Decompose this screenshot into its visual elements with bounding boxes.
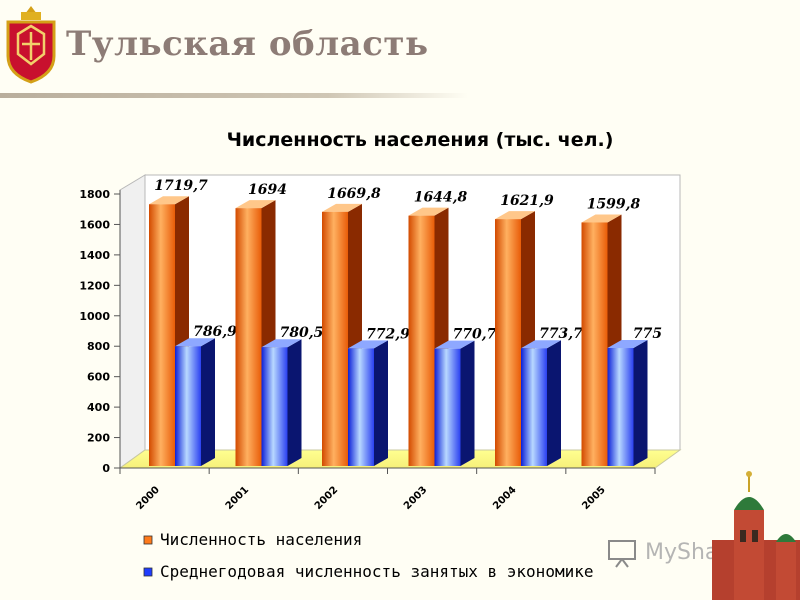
data-label-employed: 773,7 xyxy=(539,326,583,342)
tula-emblem-icon xyxy=(6,6,56,84)
chart-title: Численность населения (тыс. чел.) xyxy=(227,129,614,151)
data-label-employed: 775 xyxy=(633,326,662,342)
bar-employed-2004 xyxy=(521,340,561,466)
region-title: Тульская область xyxy=(66,24,429,64)
y-axis-ticks: 0 200 400 600 800 1000 1200 1400 1600 1800 xyxy=(79,188,120,475)
data-label-population: 1719,7 xyxy=(154,178,208,194)
data-label-population: 1599,8 xyxy=(587,196,641,212)
y-tick-label: 1200 xyxy=(79,279,110,292)
x-tick-label: 2005 xyxy=(580,484,607,511)
data-label-employed: 780,5 xyxy=(280,325,324,341)
y-tick-label: 600 xyxy=(87,371,110,384)
legend-swatch xyxy=(143,567,153,577)
data-label-population: 1621,9 xyxy=(500,193,554,209)
bar-employed-2005 xyxy=(607,340,648,466)
bar-population-2001 xyxy=(235,200,276,466)
y-tick-label: 1600 xyxy=(79,218,110,231)
kremlin-tower-icon xyxy=(712,471,800,600)
x-tick-label: 2003 xyxy=(402,484,429,511)
data-label-population: 1644,8 xyxy=(414,190,468,206)
x-tick-label: 2001 xyxy=(224,484,251,511)
legend-label: Среднегодовая численность занятых в экон… xyxy=(160,562,593,581)
y-tick-label: 800 xyxy=(87,340,110,353)
x-axis-ticks: 2000 2001 2002 2003 2004 2005 xyxy=(119,468,656,512)
data-label-employed: 772,9 xyxy=(366,326,410,342)
y-tick-label: 1400 xyxy=(79,249,110,262)
y-tick-label: 1800 xyxy=(79,188,110,201)
header-divider xyxy=(0,93,468,98)
slide-header: Тульская область xyxy=(0,0,800,100)
presentation-screen-icon xyxy=(608,540,636,568)
data-label-employed: 786,9 xyxy=(193,324,237,340)
bar-employed-2003 xyxy=(434,340,475,466)
data-label-population: 1694 xyxy=(248,182,287,198)
x-tick-label: 2002 xyxy=(313,484,340,511)
x-tick-label: 2004 xyxy=(491,484,518,511)
legend-swatch xyxy=(143,535,153,545)
x-tick-label: 2000 xyxy=(134,484,161,511)
y-tick-label: 1000 xyxy=(79,310,110,323)
data-label-population: 1669,8 xyxy=(327,186,381,202)
bar-employed-2000 xyxy=(175,338,215,466)
legend-label: Численность населения xyxy=(160,530,362,549)
y-tick-label: 0 xyxy=(102,462,110,475)
data-label-employed: 770,7 xyxy=(453,327,497,343)
bars-group: 1719,7 786,9 1694 780,5 1669,8 772,9 1644,8 770… xyxy=(149,178,662,467)
y-tick-label: 400 xyxy=(87,401,110,414)
bar-employed-2001 xyxy=(261,339,302,466)
bar-employed-2002 xyxy=(348,340,388,466)
chart-side-wall xyxy=(119,174,146,469)
y-tick-label: 200 xyxy=(87,432,110,445)
chart-legend: Численность населения Среднегодовая числе… xyxy=(143,530,593,581)
